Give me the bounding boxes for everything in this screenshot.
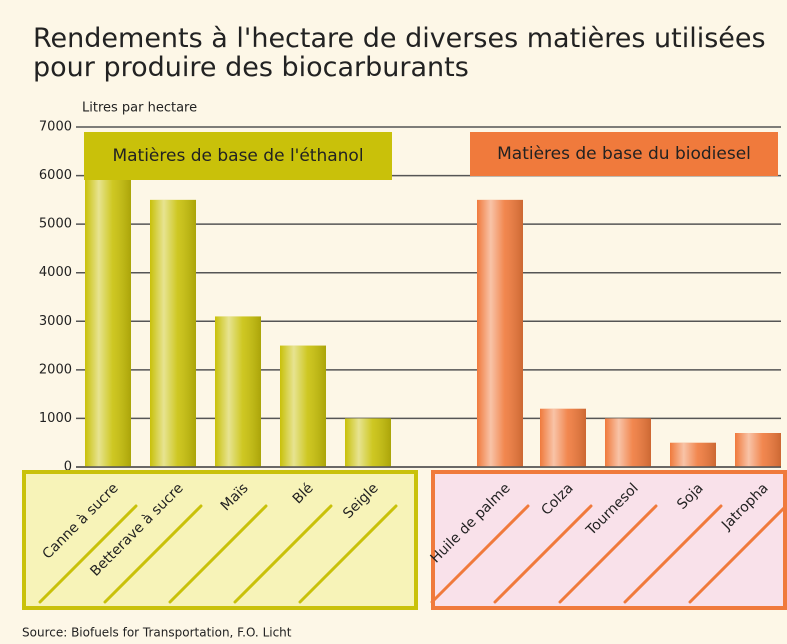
y-tick-label: 0 xyxy=(64,460,72,475)
chart-title: Rendements à l'hectare de diverses matiè… xyxy=(33,23,766,83)
label-stroke xyxy=(430,504,530,604)
y-tick-label: 2000 xyxy=(39,362,72,377)
label-stroke xyxy=(38,504,138,604)
label-stroke xyxy=(493,504,593,604)
bar-shine xyxy=(670,442,716,467)
y-tick-label: 7000 xyxy=(39,120,72,135)
group-name: Matières de base du biodiesel xyxy=(497,144,751,164)
label-stroke xyxy=(688,504,787,604)
y-tick-label: 5000 xyxy=(39,217,72,232)
label-stroke xyxy=(298,504,398,604)
group-box xyxy=(22,470,418,610)
bar-shine xyxy=(345,418,391,467)
group-name: Matières de base de l'éthanol xyxy=(112,146,363,166)
bar-shine xyxy=(85,175,131,468)
label-stroke xyxy=(623,504,723,604)
bar-shine xyxy=(215,316,261,467)
group-header xyxy=(84,132,392,180)
bar-shine xyxy=(735,433,781,467)
bar-shine xyxy=(477,199,523,467)
bar-shine xyxy=(605,418,651,467)
label-stroke xyxy=(103,504,203,604)
source: Source: Biofuels for Transportation, F.O… xyxy=(22,626,292,640)
label-stroke xyxy=(233,504,333,604)
label-stroke xyxy=(168,504,268,604)
label-stroke xyxy=(558,504,658,604)
y-tick-label: 1000 xyxy=(39,411,72,426)
group-header xyxy=(470,132,778,176)
bar-shine xyxy=(150,199,196,467)
group-box xyxy=(431,470,787,610)
y-axis-label: Litres par hectare xyxy=(82,101,197,116)
y-tick-label: 3000 xyxy=(39,314,72,329)
bar-shine xyxy=(540,408,586,467)
y-tick-label: 4000 xyxy=(39,265,72,280)
bar-shine xyxy=(280,345,326,467)
y-tick-label: 6000 xyxy=(39,168,72,183)
